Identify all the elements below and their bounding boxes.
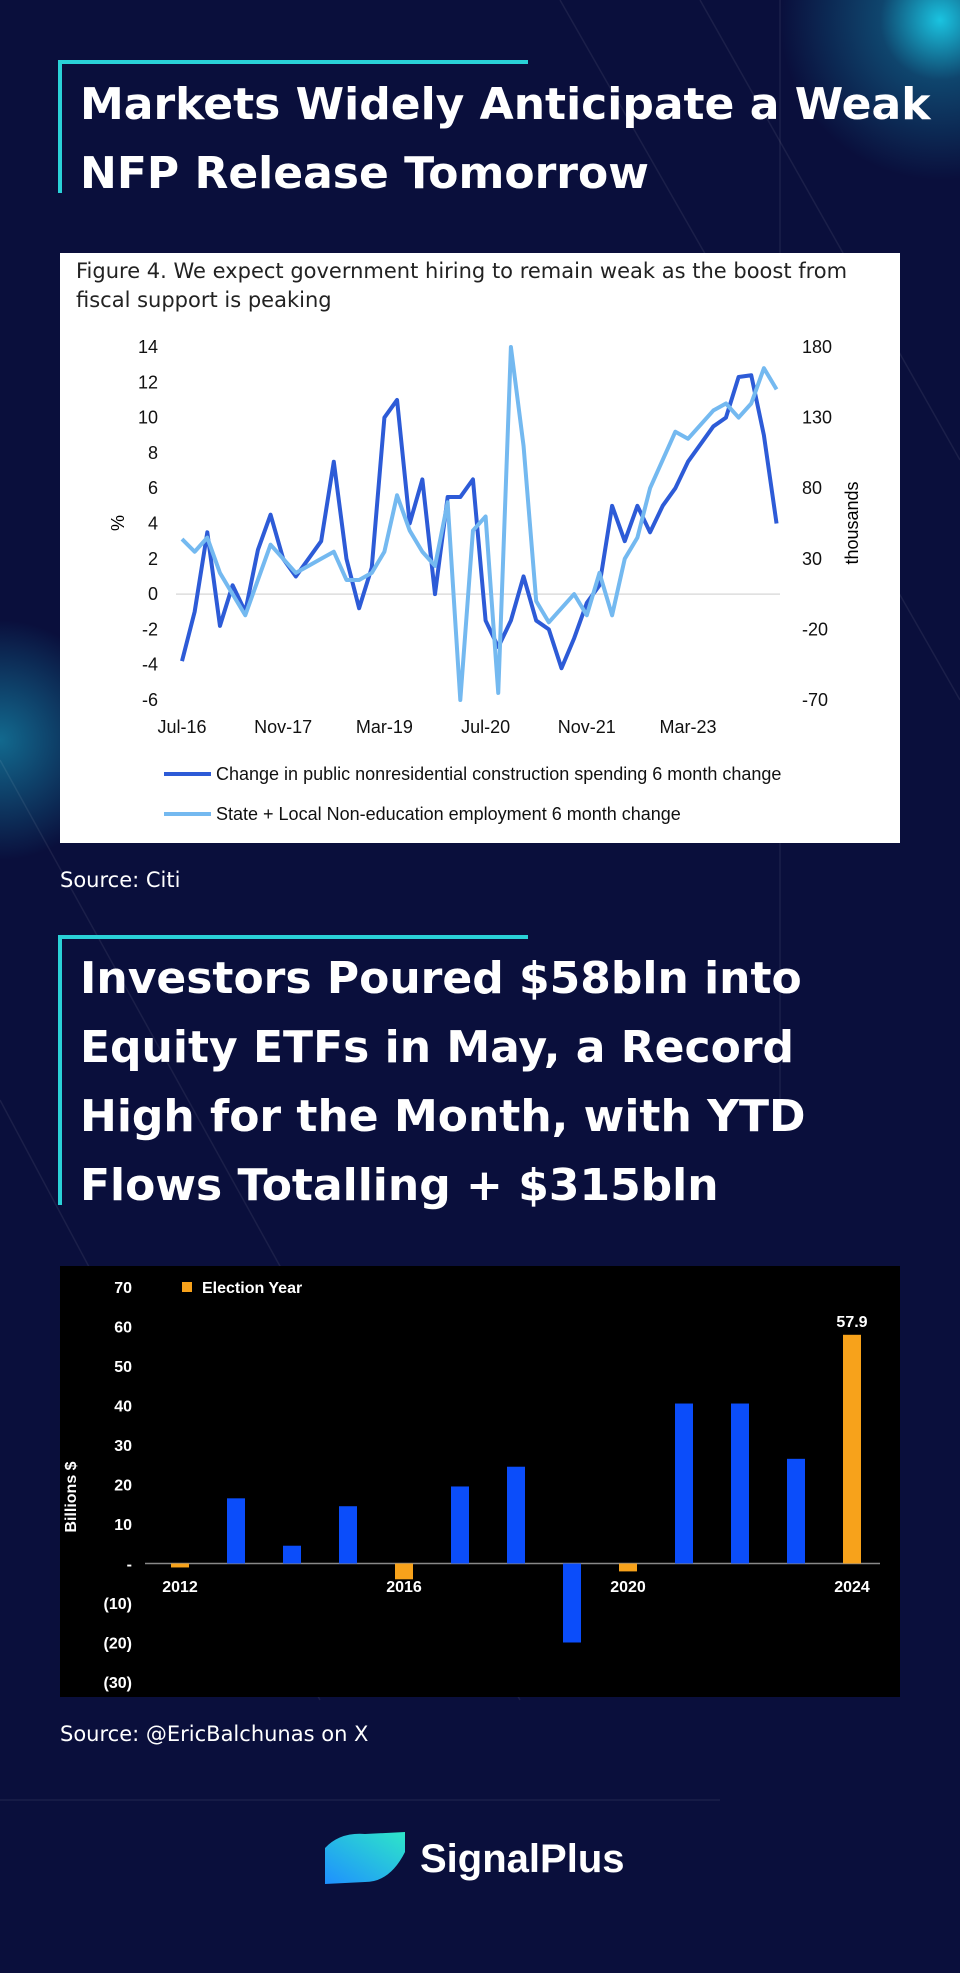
y-tick-label: 2 (148, 549, 158, 569)
legend-label: Change in public nonresidential construc… (216, 764, 781, 784)
logo: SignalPlus (325, 1832, 625, 1884)
y-tick-label: 60 (114, 1320, 132, 1337)
chart: 70 60 50 40 30 20 10 - (10) (20) (30) Billions $ Ele… (63, 1280, 880, 1692)
chart-panel: Figure 4. We expect government hiring to… (60, 253, 900, 843)
y2-tick-label: 130 (802, 408, 832, 428)
bar (283, 1545, 301, 1564)
y-tick-label: -6 (142, 690, 158, 710)
accent (58, 60, 528, 64)
y2-tick-label: 30 (802, 549, 822, 569)
brand: SignalPlus (420, 1837, 625, 1881)
y2-tick-label: -70 (802, 690, 828, 710)
y-tick-label: 6 (148, 478, 158, 498)
x-tick-label: Nov-17 (254, 717, 312, 737)
chart: 14 12 10 8 6 4 2 0 -2 -4 -6 180 130 80 30 -20 -70% thousa… (108, 337, 862, 824)
y2-tick-label: -20 (802, 619, 828, 639)
bar (339, 1506, 357, 1564)
legend-label: State + Local Non-education employment 6… (216, 804, 681, 824)
x-tick-label: Nov-21 (558, 717, 616, 737)
x-tick-label: Mar-23 (659, 717, 716, 737)
y-tick-label: 10 (114, 1517, 132, 1534)
y2-tick-label: 180 (802, 337, 832, 357)
series-line (180, 373, 779, 671)
y-tick-label: 0 (148, 584, 158, 604)
y-tick-label: -4 (142, 655, 158, 675)
y-tick-label: - (127, 1557, 132, 1574)
y-tick-label: 8 (148, 443, 158, 463)
x-tick-label: Mar-19 (356, 717, 413, 737)
bar (843, 1334, 861, 1564)
bar (675, 1403, 693, 1564)
y-tick-label: (20) (104, 1636, 132, 1653)
accent (58, 935, 528, 939)
y-tick-label: 4 (148, 514, 158, 534)
x-tick-label: Jul-16 (157, 717, 206, 737)
heading: Markets Widely Anticipate a Weak NFP Rel… (80, 79, 931, 199)
heading: Investors Poured $58bln into Equity ETFs… (80, 953, 806, 1211)
series-line (180, 345, 779, 702)
bar (619, 1563, 637, 1572)
y-tick-label: -2 (142, 619, 158, 639)
x-tick-label: 2012 (162, 1579, 198, 1596)
chart-panel: 70 60 50 40 30 20 10 - (10) (20) (30) Billions $ Ele… (60, 1266, 900, 1697)
bar (171, 1563, 189, 1568)
accent (58, 60, 62, 193)
y-tick-label: 20 (114, 1478, 132, 1495)
y-tick-label: 50 (114, 1359, 132, 1376)
bar (227, 1498, 245, 1564)
source: Source: Citi (60, 868, 181, 892)
value-label: 57.9 (836, 1314, 867, 1331)
y-axis-label: Billions $ (63, 1461, 80, 1532)
bar (395, 1563, 413, 1580)
y2-axis-label: thousands (842, 481, 862, 564)
bar (507, 1466, 525, 1564)
x-tick-label: 2020 (610, 1579, 646, 1596)
chart-title: Figure 4. We expect government hiring to… (76, 259, 848, 312)
y-tick-label: 14 (138, 337, 158, 357)
y-axis-label: % (108, 515, 128, 531)
x-tick-label: 2024 (834, 1579, 870, 1596)
bar (787, 1458, 805, 1564)
y-tick-label: 12 (138, 372, 158, 392)
legend-label: Election Year (202, 1280, 302, 1297)
y-tick-label: (10) (104, 1596, 132, 1613)
bar (451, 1486, 469, 1564)
bar (563, 1563, 581, 1643)
bar (731, 1403, 749, 1564)
y-tick-label: 40 (114, 1399, 132, 1416)
y-tick-label: (30) (104, 1675, 132, 1692)
logo-icon (325, 1832, 405, 1884)
y-tick-label: 10 (138, 408, 158, 428)
x-tick-label: 2016 (386, 1579, 422, 1596)
x-tick-label: Jul-20 (461, 717, 510, 737)
source: Source: @EricBalchunas on X (60, 1722, 369, 1746)
y-tick-label: 30 (114, 1438, 132, 1455)
legend-swatch (182, 1282, 192, 1292)
y2-tick-label: 80 (802, 478, 822, 498)
accent (58, 935, 62, 1205)
y-tick-label: 70 (114, 1280, 132, 1297)
